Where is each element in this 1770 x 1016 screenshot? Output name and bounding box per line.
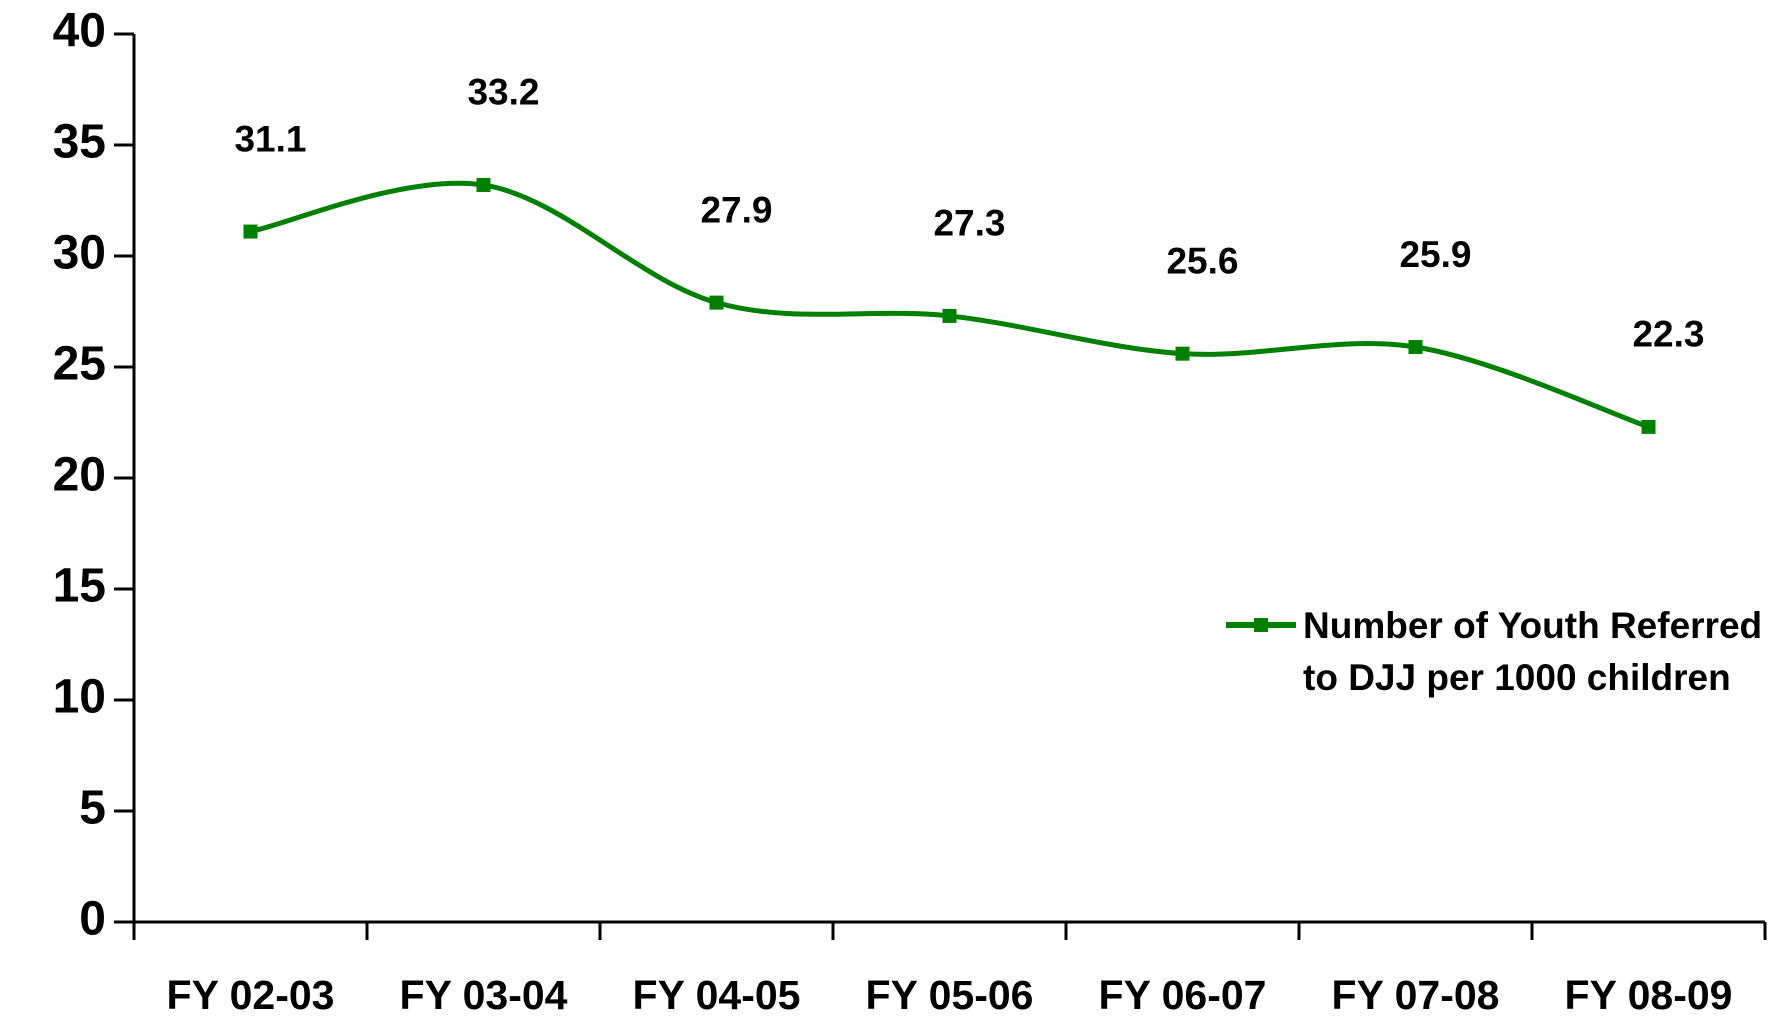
y-tick-label: 35 <box>53 116 106 169</box>
y-tick-label: 30 <box>53 227 106 280</box>
y-tick-label: 15 <box>53 560 106 613</box>
x-tick-label: FY 07-08 <box>1332 972 1500 1016</box>
x-tick-label: FY 02-03 <box>167 972 335 1016</box>
point-marker <box>476 177 491 192</box>
data-label: 25.9 <box>1399 234 1471 275</box>
x-tick-label: FY 05-06 <box>866 972 1034 1016</box>
legend-key <box>1226 618 1296 632</box>
point-marker <box>1641 419 1656 434</box>
y-tick-label: 10 <box>53 671 106 724</box>
y-tick-label: 5 <box>79 782 106 835</box>
y-tick-label: 20 <box>53 449 106 502</box>
data-label: 27.9 <box>700 189 772 230</box>
x-tick-label: FY 04-05 <box>633 972 801 1016</box>
y-tick-label: 0 <box>79 893 106 946</box>
point-marker <box>709 295 724 310</box>
data-label: 31.1 <box>234 118 306 159</box>
x-tick-label: FY 03-04 <box>400 972 568 1016</box>
legend-marker <box>1254 618 1268 632</box>
point-marker <box>1408 340 1423 355</box>
data-label: 33.2 <box>467 72 539 113</box>
x-tick-label: FY 06-07 <box>1099 972 1267 1016</box>
point-marker <box>1175 346 1190 361</box>
data-label: 27.3 <box>933 203 1005 244</box>
point-marker <box>243 224 258 239</box>
legend-label: Number of Youth Referred to DJJ per 1000… <box>1303 605 1763 698</box>
point-marker <box>942 308 957 323</box>
y-tick-label: 25 <box>53 338 106 391</box>
y-tick-label: 40 <box>53 5 106 58</box>
x-tick-label: FY 08-09 <box>1565 972 1733 1016</box>
data-label: 25.6 <box>1166 240 1238 281</box>
data-label: 22.3 <box>1632 314 1704 355</box>
